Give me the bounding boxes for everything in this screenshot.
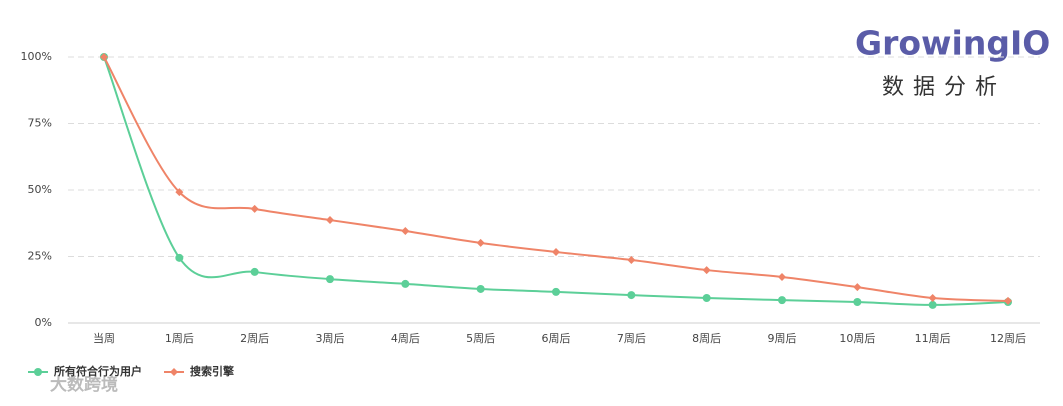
legend-key-marker — [34, 368, 42, 376]
point — [250, 204, 259, 213]
point — [928, 300, 937, 309]
point — [702, 266, 711, 275]
point — [928, 293, 937, 302]
y-tick-label: 25% — [28, 250, 52, 263]
legend-label: 所有符合行为用户 — [54, 364, 142, 378]
x-tick-label: 4周后 — [391, 332, 420, 345]
point — [778, 272, 786, 281]
point — [1004, 296, 1012, 305]
point — [476, 284, 485, 293]
point — [778, 296, 786, 305]
y-tick-label: 0% — [35, 316, 52, 329]
x-tick-label: 2周后 — [240, 332, 269, 345]
point — [552, 287, 560, 296]
y-tick-label: 100% — [21, 50, 52, 63]
x-tick-label: 5周后 — [466, 332, 495, 345]
y-tick-label: 50% — [28, 183, 52, 196]
point — [853, 283, 862, 292]
point — [326, 216, 334, 225]
x-tick-label: 6周后 — [542, 332, 571, 345]
series-line — [103, 56, 1009, 306]
point — [476, 238, 485, 247]
point — [175, 188, 184, 197]
point — [552, 247, 560, 256]
series-line — [103, 56, 1009, 302]
point — [100, 53, 108, 61]
point — [853, 297, 862, 306]
x-tick-label: 3周后 — [316, 332, 345, 345]
x-tick-label: 9周后 — [768, 332, 797, 345]
point — [627, 255, 636, 264]
point — [702, 293, 711, 302]
x-tick-label: 12周后 — [990, 332, 1026, 345]
point — [250, 267, 259, 276]
watermark: 大数跨境 — [50, 374, 118, 395]
point — [401, 226, 410, 235]
x-tick-label: 11周后 — [915, 332, 951, 345]
legend-label: 搜索引擎 — [190, 364, 234, 378]
x-tick-label: 1周后 — [165, 332, 194, 345]
point — [175, 253, 184, 262]
y-tick-label: 75% — [28, 117, 52, 130]
legend-key-marker — [170, 368, 178, 376]
x-tick-label: 当周 — [93, 331, 115, 345]
point — [401, 279, 410, 288]
x-tick-label: 8周后 — [692, 332, 721, 345]
point — [627, 291, 636, 300]
point — [326, 275, 334, 284]
x-tick-label: 10周后 — [839, 332, 875, 345]
logo-name: GrowingIO — [855, 24, 1050, 63]
logo-subtitle: 数据分析 — [882, 75, 1006, 100]
x-tick-label: 7周后 — [617, 332, 646, 345]
